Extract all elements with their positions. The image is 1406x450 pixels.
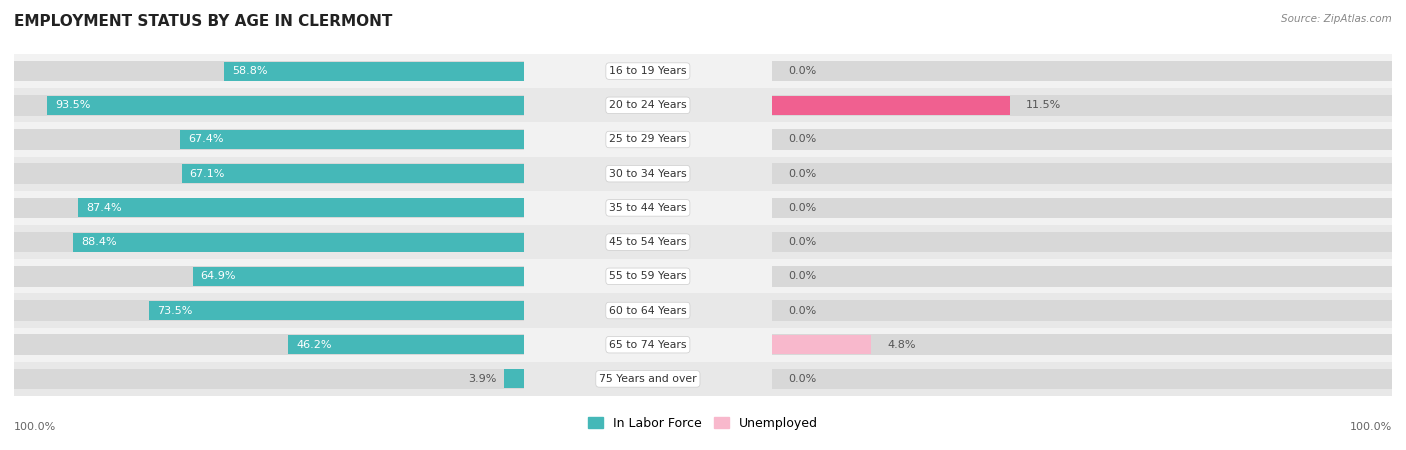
Bar — [276, 157, 772, 191]
Bar — [0, 328, 524, 362]
Bar — [772, 129, 1392, 150]
Text: 73.5%: 73.5% — [157, 306, 193, 315]
Bar — [152, 225, 1392, 259]
Bar — [14, 300, 524, 321]
Bar — [193, 267, 524, 286]
Text: 0.0%: 0.0% — [789, 374, 817, 384]
Bar — [276, 122, 772, 157]
Text: 16 to 19 Years: 16 to 19 Years — [609, 66, 686, 76]
Text: 75 Years and over: 75 Years and over — [599, 374, 697, 384]
Text: 65 to 74 Years: 65 to 74 Years — [609, 340, 686, 350]
Bar — [0, 259, 524, 293]
Bar — [79, 198, 524, 217]
Bar — [0, 293, 524, 328]
Text: 46.2%: 46.2% — [297, 340, 332, 350]
Bar — [14, 198, 524, 218]
Bar — [772, 300, 1392, 321]
Bar — [152, 122, 1392, 157]
Bar — [14, 369, 524, 389]
Text: 0.0%: 0.0% — [789, 66, 817, 76]
Text: 88.4%: 88.4% — [82, 237, 117, 247]
Text: 3.9%: 3.9% — [468, 374, 496, 384]
Text: 30 to 34 Years: 30 to 34 Years — [609, 169, 686, 179]
Text: 64.9%: 64.9% — [201, 271, 236, 281]
Text: 67.4%: 67.4% — [188, 135, 224, 144]
Bar — [276, 328, 772, 362]
Bar — [14, 163, 524, 184]
Bar — [73, 233, 524, 252]
Bar — [152, 157, 1392, 191]
Bar — [14, 61, 524, 81]
Bar — [772, 163, 1392, 184]
Bar — [14, 266, 524, 287]
Bar — [276, 54, 772, 88]
Text: 58.8%: 58.8% — [232, 66, 267, 76]
Bar — [14, 129, 524, 150]
Bar — [772, 198, 1392, 218]
Bar — [14, 334, 524, 355]
Text: 67.1%: 67.1% — [190, 169, 225, 179]
Text: 45 to 54 Years: 45 to 54 Years — [609, 237, 686, 247]
Text: 4.8%: 4.8% — [887, 340, 917, 350]
Text: 0.0%: 0.0% — [789, 169, 817, 179]
Bar — [276, 293, 772, 328]
Bar — [276, 362, 772, 396]
Text: EMPLOYMENT STATUS BY AGE IN CLERMONT: EMPLOYMENT STATUS BY AGE IN CLERMONT — [14, 14, 392, 28]
Text: 60 to 64 Years: 60 to 64 Years — [609, 306, 686, 315]
Text: 0.0%: 0.0% — [789, 135, 817, 144]
Bar — [152, 191, 1392, 225]
Text: 100.0%: 100.0% — [1350, 422, 1392, 432]
Bar — [14, 95, 524, 116]
Legend: In Labor Force, Unemployed: In Labor Force, Unemployed — [583, 412, 823, 435]
Text: 20 to 24 Years: 20 to 24 Years — [609, 100, 686, 110]
Bar — [772, 334, 1392, 355]
Bar — [772, 369, 1392, 389]
Bar — [288, 335, 524, 354]
Bar — [0, 191, 524, 225]
Text: 55 to 59 Years: 55 to 59 Years — [609, 271, 686, 281]
Text: 87.4%: 87.4% — [86, 203, 121, 213]
Bar — [772, 266, 1392, 287]
Text: 0.0%: 0.0% — [789, 237, 817, 247]
Bar — [152, 293, 1392, 328]
Text: 0.0%: 0.0% — [789, 306, 817, 315]
Bar — [772, 95, 1392, 116]
Bar — [181, 164, 524, 183]
Bar — [772, 335, 872, 354]
Bar — [276, 225, 772, 259]
Text: Source: ZipAtlas.com: Source: ZipAtlas.com — [1281, 14, 1392, 23]
Bar — [224, 62, 524, 81]
Bar — [503, 369, 524, 388]
Bar — [14, 232, 524, 252]
Bar — [149, 301, 524, 320]
Bar — [276, 259, 772, 293]
Bar — [152, 328, 1392, 362]
Bar — [0, 122, 524, 157]
Text: 0.0%: 0.0% — [789, 203, 817, 213]
Text: 11.5%: 11.5% — [1026, 100, 1062, 110]
Bar — [276, 191, 772, 225]
Bar — [0, 225, 524, 259]
Bar — [772, 61, 1392, 81]
Text: 25 to 29 Years: 25 to 29 Years — [609, 135, 686, 144]
Bar — [772, 96, 1010, 115]
Bar — [0, 88, 524, 122]
Bar — [152, 88, 1392, 122]
Bar — [276, 88, 772, 122]
Bar — [152, 54, 1392, 88]
Bar — [0, 362, 524, 396]
Text: 100.0%: 100.0% — [14, 422, 56, 432]
Bar — [0, 54, 524, 88]
Text: 35 to 44 Years: 35 to 44 Years — [609, 203, 686, 213]
Bar — [180, 130, 524, 149]
Text: 0.0%: 0.0% — [789, 271, 817, 281]
Text: 93.5%: 93.5% — [55, 100, 90, 110]
Bar — [0, 157, 524, 191]
Bar — [152, 259, 1392, 293]
Bar — [48, 96, 524, 115]
Bar — [152, 362, 1392, 396]
Bar — [772, 232, 1392, 252]
